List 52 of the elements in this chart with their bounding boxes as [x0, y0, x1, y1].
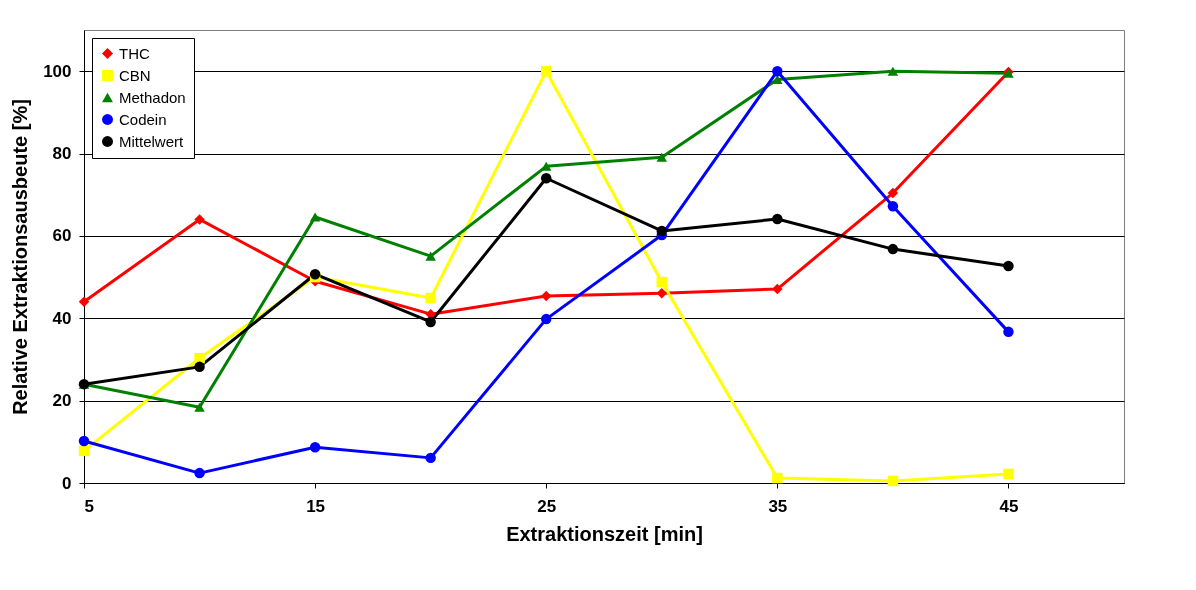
- legend-label: THC: [119, 44, 150, 62]
- legend-label: Mittelwert: [119, 132, 185, 150]
- point: [309, 441, 321, 453]
- point: [1003, 468, 1014, 480]
- point: [425, 452, 436, 464]
- point: [309, 212, 321, 222]
- x-tick-label: 15: [306, 496, 326, 516]
- point: [887, 187, 899, 199]
- point: [656, 287, 668, 299]
- y-tick-label: 0: [62, 473, 72, 493]
- y-tick-label: 20: [52, 391, 72, 411]
- y-tick-label: 40: [52, 308, 72, 328]
- point: [887, 66, 899, 76]
- y-axis-title: Relative Extraktionsausbeute [%]: [9, 99, 32, 415]
- point: [540, 65, 552, 77]
- point: [1003, 326, 1014, 338]
- point: [194, 402, 205, 412]
- point: [887, 201, 899, 212]
- point: [540, 173, 552, 184]
- x-tick-label: 5: [84, 496, 94, 516]
- point: [194, 361, 205, 373]
- point: [194, 467, 205, 479]
- x-tick-label: 25: [537, 496, 557, 516]
- point: [540, 290, 552, 302]
- y-tick-label: 80: [52, 144, 72, 164]
- point: [772, 472, 783, 484]
- y-tick-label: 60: [52, 226, 72, 246]
- point: [425, 292, 436, 304]
- legend-label: Codein: [119, 110, 167, 128]
- point: [887, 243, 899, 255]
- point: [656, 225, 668, 237]
- point: [656, 276, 668, 288]
- legend-label: Methadon: [119, 88, 186, 106]
- x-tick-label: 35: [768, 496, 788, 516]
- point: [78, 435, 90, 447]
- point: [656, 152, 668, 162]
- point: [1003, 260, 1014, 272]
- point: [540, 313, 552, 325]
- point: [772, 65, 783, 77]
- x-axis-title: Extraktionszeit [min]: [506, 522, 703, 545]
- point: [78, 296, 90, 308]
- point: [887, 475, 899, 487]
- point: [194, 214, 205, 225]
- y-tick-label: 100: [43, 61, 72, 81]
- point: [772, 213, 783, 225]
- x-tick-label: 45: [999, 496, 1019, 516]
- point: [194, 352, 205, 364]
- point: [425, 316, 436, 328]
- legend-label: CBN: [119, 66, 151, 84]
- point: [772, 283, 783, 295]
- point: [78, 445, 90, 457]
- point: [425, 251, 436, 261]
